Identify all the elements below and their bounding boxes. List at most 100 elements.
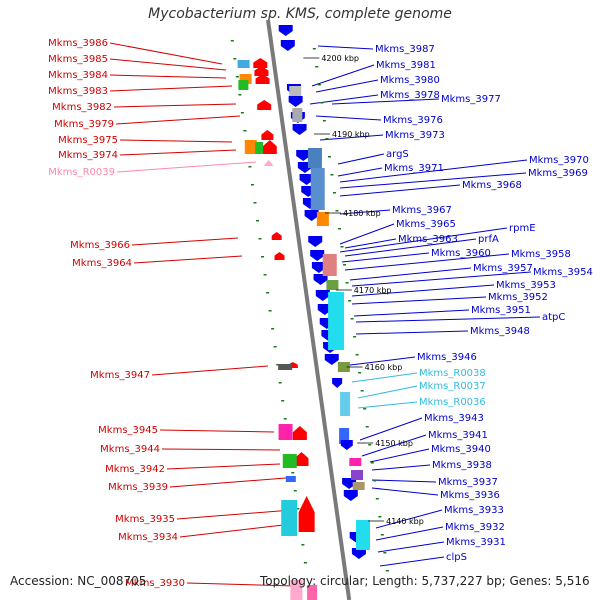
- kbp-label: 4190 kbp: [332, 130, 370, 139]
- topology-text: Topology: circular; Length: 5,737,227 bp…: [260, 574, 590, 588]
- leader-line-left: [169, 477, 287, 488]
- forward-gene-arrow: [257, 100, 272, 110]
- tick-left: [235, 76, 239, 78]
- gene-label-left: Mkms_3982: [52, 102, 112, 113]
- tick-left: [258, 238, 262, 240]
- leader-line-left: [109, 58, 227, 71]
- leader-line-right: [371, 464, 431, 471]
- gene-label-left: Mkms_3930: [125, 578, 185, 589]
- gene-label-left: Mkms_3983: [48, 86, 108, 97]
- leader-line-right: [351, 284, 495, 297]
- reverse-gene-arrow: [304, 210, 319, 221]
- tick-left: [240, 112, 244, 114]
- gene-label-right: Mkms_3940: [431, 444, 491, 455]
- tick-right: [355, 354, 359, 356]
- genome-title: Mycobacterium sp. KMS, complete genome: [148, 6, 452, 22]
- gene-label-right: Mkms_3981: [376, 60, 436, 71]
- leader-line-right: [357, 385, 418, 399]
- gene-label-right: Mkms_3965: [396, 219, 456, 230]
- leader-line-right: [359, 417, 423, 441]
- gene-label-left: Mkms_3974: [58, 150, 118, 161]
- leader-line-right: [375, 509, 443, 529]
- gene-label-right: Mkms_3971: [384, 163, 444, 174]
- gene-label-left: Mkms_3942: [105, 464, 165, 475]
- tick-left: [250, 184, 254, 186]
- gene-block: [237, 60, 250, 68]
- leader-line-left: [166, 463, 281, 470]
- leader-line-right: [344, 253, 510, 271]
- scale-ticks: [230, 40, 389, 572]
- gene-block: [255, 142, 264, 154]
- gene-block: [244, 140, 257, 154]
- tick-left: [266, 292, 270, 294]
- tick-left: [243, 130, 247, 132]
- tick-left: [281, 400, 285, 402]
- reverse-gene-arrow: [342, 478, 357, 489]
- gene-block: [282, 454, 297, 468]
- leader-line-right: [361, 434, 427, 457]
- gene-label-right: Mkms_3968: [462, 180, 522, 191]
- tick-left: [296, 508, 300, 510]
- tick-left: [291, 472, 295, 474]
- leader-line-left: [116, 161, 257, 173]
- tick-left: [268, 310, 272, 312]
- leader-line-right: [317, 45, 374, 50]
- leader-line-right: [315, 79, 379, 93]
- gene-label-left: Mkms_3947: [90, 370, 150, 381]
- tick-right: [343, 264, 347, 266]
- tick-left: [301, 544, 305, 546]
- leader-line-right: [351, 296, 487, 305]
- leader-line-right: [355, 330, 469, 335]
- tick-left: [263, 274, 267, 276]
- kbp-label: 4170 kbp: [354, 286, 392, 295]
- leader-line-left: [109, 42, 223, 65]
- forward-gene-arrow: [255, 74, 270, 84]
- gene-label-right: Mkms_3980: [380, 75, 440, 86]
- leader-line-right: [375, 526, 444, 541]
- leader-line-right: [357, 401, 418, 409]
- gene-label-right: Mkms_3943: [424, 413, 484, 424]
- gene-label-right: Mkms_3931: [446, 537, 506, 548]
- leader-line-right: [331, 98, 440, 105]
- reverse-gene-arrow: [280, 40, 295, 51]
- gene-label-right: Mkms_R0036: [419, 397, 486, 408]
- tick-right: [358, 372, 362, 374]
- genome-backbone: [266, 19, 352, 600]
- reverse-gene-arrow: [324, 354, 339, 365]
- gene-block: [307, 148, 322, 168]
- leader-line-right: [379, 556, 445, 567]
- leader-line-right: [339, 184, 461, 197]
- forward-gene-arrow: [254, 66, 269, 76]
- backbone-line: [266, 19, 352, 600]
- leader-line-left: [159, 429, 275, 433]
- gene-label-right: argS: [386, 149, 409, 160]
- leader-line-left: [176, 509, 293, 520]
- leader-line-right: [344, 238, 477, 257]
- reverse-gene-arrow: [292, 124, 307, 135]
- leader-line-right: [339, 223, 395, 245]
- leader-line-right: [344, 238, 397, 249]
- tick-left: [293, 490, 297, 492]
- tick-left: [238, 94, 242, 96]
- gene-label-left: Mkms_3975: [58, 135, 118, 146]
- leader-line-right: [349, 267, 472, 281]
- tick-right: [373, 480, 377, 482]
- gene-block: [278, 364, 293, 370]
- tick-right: [368, 444, 372, 446]
- gene-label-right: Mkms_R0038: [419, 368, 486, 379]
- tick-right: [325, 138, 329, 140]
- gene-label-right: Mkms_3954: [533, 267, 593, 278]
- gene-label-right: Mkms_3963: [398, 234, 458, 245]
- tick-left: [253, 202, 257, 204]
- leader-line-right: [337, 153, 385, 165]
- leader-line-right: [377, 541, 445, 553]
- gene-label-right: Mkms_3958: [511, 249, 571, 260]
- leader-line-left: [131, 237, 239, 246]
- gene-label-right: Mkms_3977: [441, 94, 501, 105]
- leader-line-right: [315, 115, 382, 121]
- leader-line-right: [311, 64, 375, 87]
- rna-gene: [263, 160, 274, 166]
- gene-label-right: Mkms_3933: [444, 505, 504, 516]
- kbp-label: 4150 kbp: [375, 439, 413, 448]
